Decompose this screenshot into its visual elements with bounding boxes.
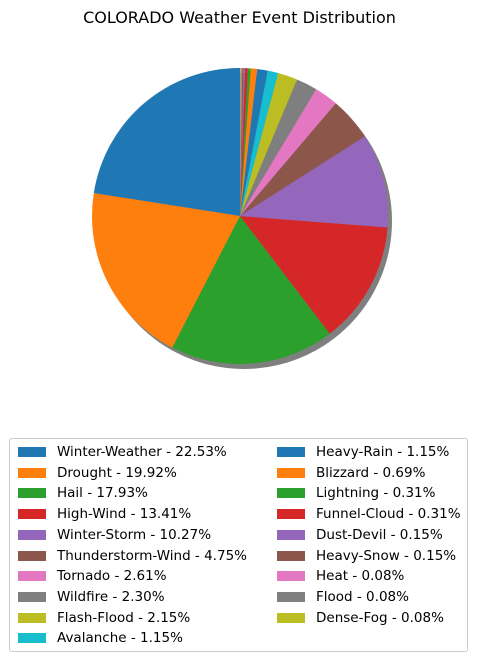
legend-item: Funnel-Cloud - 0.31%	[277, 505, 461, 523]
pie-slice	[240, 103, 365, 216]
legend-swatch	[18, 633, 46, 644]
pie-slice	[240, 68, 268, 216]
legend-swatch	[277, 571, 305, 582]
legend-label: Heavy-Rain - 1.15%	[316, 444, 450, 460]
legend-label: Avalanche - 1.15%	[57, 630, 183, 647]
legend-swatch	[18, 509, 46, 520]
legend-label: Hail - 17.93%	[57, 485, 148, 502]
pie-slice	[240, 68, 251, 216]
legend-item: Heat - 0.08%	[277, 567, 404, 585]
legend-label: Blizzard - 0.69%	[316, 464, 426, 481]
legend-label: Tornado - 2.61%	[57, 568, 167, 585]
legend-item: Wildfire - 2.30%	[18, 588, 165, 606]
legend-label: Heat - 0.08%	[316, 568, 405, 585]
pie-slice	[91, 193, 240, 348]
pie-slice	[240, 89, 336, 216]
legend-item: Heavy-Rain - 1.15%	[277, 443, 449, 461]
legend-item: Flash-Flood - 2.15%	[18, 609, 190, 627]
pie-slice	[240, 68, 246, 216]
legend-swatch	[18, 571, 46, 582]
legend-swatch	[18, 550, 46, 561]
legend-item: Blizzard - 0.69%	[277, 464, 425, 482]
legend-item: Heavy-Snow - 0.15%	[277, 547, 456, 565]
legend-label: Lightning - 0.31%	[316, 485, 436, 502]
pie-slice	[240, 68, 248, 217]
chart-title: COLORADO Weather Event Distribution	[83, 8, 396, 27]
legend-label: Winter-Weather - 22.53%	[57, 444, 227, 460]
pie-slice	[172, 216, 330, 365]
pie-slice	[240, 70, 279, 217]
legend-label: Winter-Storm - 10.27%	[57, 526, 212, 543]
legend-swatch	[277, 447, 305, 457]
legend-item: Drought - 19.92%	[18, 464, 177, 482]
legend-item: Winter-Storm - 10.27%	[18, 526, 211, 544]
legend-item: Lightning - 0.31%	[277, 484, 435, 502]
legend-label: Funnel-Cloud - 0.31%	[316, 506, 461, 523]
pie-slice	[240, 68, 241, 216]
legend-swatch	[277, 509, 305, 520]
legend-label: Flood - 0.08%	[316, 588, 409, 605]
legend-swatch	[277, 550, 305, 561]
legend-item: Thunderstorm-Wind - 4.75%	[18, 547, 247, 565]
legend-label: Heavy-Snow - 0.15%	[316, 547, 457, 564]
pie-slice	[240, 79, 317, 216]
pie-chart	[91, 68, 393, 370]
pie-slice	[240, 73, 298, 216]
legend-item: Dense-Fog - 0.08%	[277, 609, 444, 627]
legend-item: Hail - 17.93%	[18, 484, 148, 502]
legend-label: Drought - 19.92%	[57, 464, 177, 481]
legend-item: Tornado - 2.61%	[18, 567, 167, 585]
legend-label: Dense-Fog - 0.08%	[316, 609, 444, 626]
legend-swatch	[277, 488, 305, 499]
legend-swatch	[277, 612, 305, 623]
legend-swatch	[277, 591, 305, 602]
legend-item: High-Wind - 13.41%	[18, 505, 191, 523]
pie-slice	[240, 136, 389, 228]
pie-slices	[91, 68, 389, 365]
legend-swatch	[18, 488, 46, 499]
legend-item: Avalanche - 1.15%	[18, 629, 183, 647]
legend-swatch	[18, 529, 46, 540]
pie-slice	[240, 68, 242, 216]
legend-label: Dust-Devil - 0.15%	[316, 526, 443, 543]
legend-swatch	[277, 529, 305, 540]
legend-swatch	[18, 591, 46, 602]
legend-swatch	[18, 447, 46, 457]
legend-label: Thunderstorm-Wind - 4.75%	[57, 547, 247, 564]
pie-slice	[240, 216, 388, 334]
pie-slice	[240, 68, 244, 216]
legend-label: High-Wind - 13.41%	[57, 506, 192, 523]
legend-swatch	[18, 467, 46, 478]
legend-item: Flood - 0.08%	[277, 588, 409, 606]
legend-swatch	[18, 612, 46, 623]
pie-slice	[93, 68, 240, 216]
legend-swatch	[277, 467, 305, 478]
pie-slice	[240, 68, 243, 216]
legend: Winter-Weather - 22.53% Drought - 19.92% H…	[9, 438, 468, 652]
legend-item: Dust-Devil - 0.15%	[277, 526, 443, 544]
legend-label: Wildfire - 2.30%	[57, 588, 165, 605]
legend-label: Flash-Flood - 2.15%	[57, 609, 191, 626]
legend-item: Winter-Weather - 22.53%	[18, 443, 227, 461]
pie-slice	[240, 68, 258, 216]
